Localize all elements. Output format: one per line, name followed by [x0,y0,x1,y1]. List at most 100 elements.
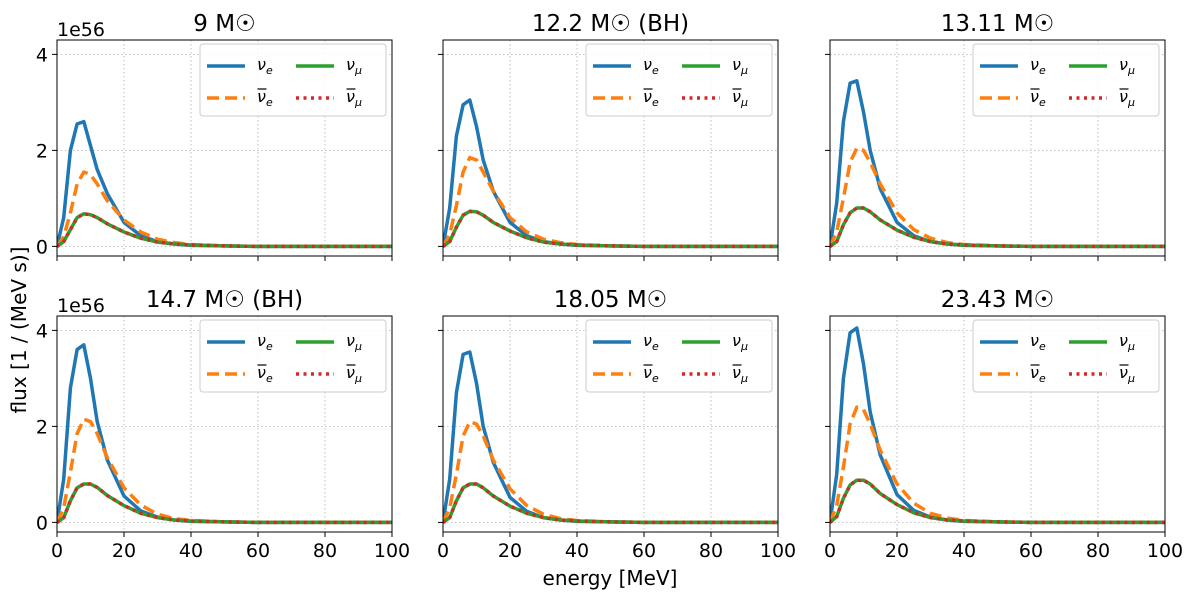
legend-label: νμ [1119,55,1135,77]
subplot-4: 0 20 40 60 80 100 0 2 4 1e56 14.7 M☉ (BH) νe νe νμ νμ [36,287,410,562]
line-nubar-e [57,170,392,249]
series-group [443,98,778,249]
subplot-title: 13.11 M☉ [941,11,1055,37]
legend-box [972,43,1160,117]
legend-label: νe [257,87,273,109]
legend-label: νμ [732,55,748,77]
axes-frame [829,39,1166,257]
x-tick-label: 40 [952,540,976,562]
subplot-title: 12.2 M☉ (BH) [532,11,689,37]
legend-label: νμ [346,55,362,77]
x-tick-label: 20 [112,540,136,562]
axes-frame [56,315,393,533]
legend-label: νμ [1119,87,1135,109]
line-nu-mu [443,209,778,249]
line-nubar-e [57,417,392,525]
legend-label: νe [643,363,659,385]
legend-label: νμ [346,331,362,353]
series-group [830,326,1165,525]
subplot-3: 13.11 M☉ νe νe νμ νμ [825,11,1166,261]
line-nubar-mu [830,206,1165,249]
y-tick-label: 2 [36,416,48,438]
line-nubar-e [830,405,1165,525]
axes-frame [442,315,779,533]
legend-box [972,319,1160,393]
y-axis-label: flux [1 / (MeV s)] [7,247,31,414]
x-tick-label: 100 [374,540,410,562]
x-tick-label: 80 [699,540,723,562]
legend: νe νe νμ νμ [972,319,1160,393]
subplot-5: 0 20 40 60 80 100 18.05 M☉ νe νe νμ νμ [437,287,796,562]
line-nubar-mu [443,482,778,525]
y-offset-text: 1e56 [57,19,105,41]
legend-label: νe [1030,331,1046,353]
line-nubar-e [830,146,1165,249]
x-tick-label: 60 [246,540,270,562]
axes-frame [442,39,779,257]
series-group [57,119,392,249]
x-tick-label: 0 [51,540,63,562]
subplot-title: 18.05 M☉ [554,287,668,313]
legend-box [585,319,773,393]
line-nu-e [443,98,778,249]
x-axis-label: energy [MeV] [543,566,678,590]
legend-label: νe [1030,55,1046,77]
legend-label: νμ [346,363,362,385]
subplot-title: 9 M☉ [193,11,255,37]
x-tick-label: 20 [885,540,909,562]
line-nu-mu [830,478,1165,525]
x-tick-label: 80 [1086,540,1110,562]
legend-box [199,43,387,117]
x-tick-label: 60 [1019,540,1043,562]
legend-label: νe [1030,363,1046,385]
line-nubar-mu [443,209,778,249]
subplot-6: 0 20 40 60 80 100 23.43 M☉ νe νe νμ νμ [824,287,1183,562]
line-nubar-mu [830,478,1165,525]
y-tick-label: 4 [36,44,48,66]
x-tick-label: 100 [760,540,796,562]
series-group [830,79,1165,249]
y-tick-label: 4 [36,320,48,342]
legend-label: νμ [1119,331,1135,353]
x-tick-label: 60 [632,540,656,562]
line-nubar-e [443,419,778,525]
x-tick-label: 80 [313,540,337,562]
x-tick-label: 0 [437,540,449,562]
legend: νe νe νμ νμ [199,43,387,117]
x-tick-label: 40 [179,540,203,562]
legend-label: νe [257,363,273,385]
legend-label: νe [257,55,273,77]
legend-box [585,43,773,117]
line-nubar-e [443,155,778,249]
legend-label: νμ [1119,363,1135,385]
legend-label: νμ [732,87,748,109]
legend-label: νe [643,87,659,109]
y-tick-label: 0 [36,236,48,258]
axes-frame [56,39,393,257]
series-group [57,343,392,525]
series-group [443,350,778,525]
legend-label: νe [643,331,659,353]
y-tick-label: 2 [36,140,48,162]
legend-box [199,319,387,393]
legend: νe νe νμ νμ [585,43,773,117]
x-tick-label: 40 [565,540,589,562]
subplot-title: 23.43 M☉ [941,287,1055,313]
legend-label: νe [1030,87,1046,109]
line-nubar-mu [57,482,392,525]
line-nu-mu [830,206,1165,249]
x-tick-label: 20 [498,540,522,562]
subplot-2: 12.2 M☉ (BH) νe νe νμ νμ [438,11,779,261]
legend-label: νμ [732,363,748,385]
legend-label: νμ [346,87,362,109]
line-nu-e [57,119,392,249]
y-tick-label: 0 [36,512,48,534]
legend-label: νμ [732,331,748,353]
subplot-title: 14.7 M☉ (BH) [146,287,303,313]
legend: νe νe νμ νμ [585,319,773,393]
x-tick-label: 0 [824,540,836,562]
line-nu-mu [57,212,392,249]
legend: νe νe νμ νμ [972,43,1160,117]
